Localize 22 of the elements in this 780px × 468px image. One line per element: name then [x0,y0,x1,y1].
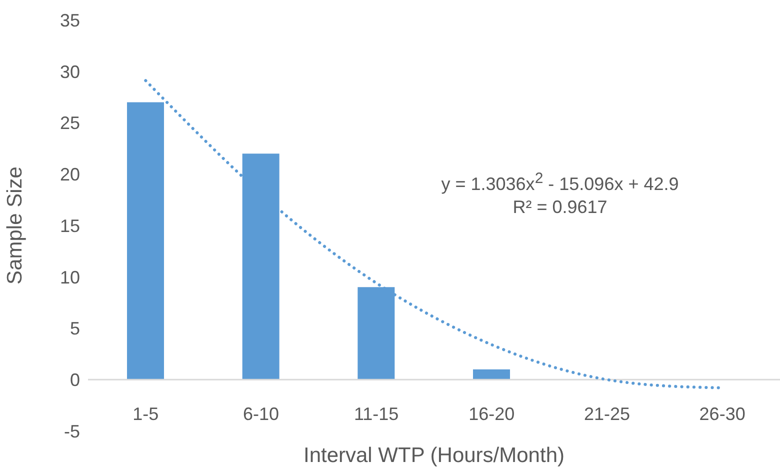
y-tick-label: 0 [70,370,80,390]
x-tick-label: 26-30 [699,404,746,424]
bar [473,369,510,380]
y-tick-label: 30 [60,62,80,82]
y-tick-label: 10 [60,267,80,288]
y-tick-label: 15 [60,216,80,236]
x-tick-label: 11-15 [354,404,399,424]
y-tick-label: -5 [64,421,80,442]
y-tick-label: 20 [60,164,80,185]
y-axis-title: Sample Size [3,166,26,284]
x-tick-label: 21-25 [584,404,630,424]
annotation: y = 1.3036x$^{2}$ - 15.096x + 42.9 [440,169,680,195]
bar [242,154,280,380]
x-axis-title: Interval WTP (Hours/Month) [303,444,565,467]
x-tick-label: 1-5 [132,404,159,424]
annotation: R² = 0.9617 [512,196,608,218]
x-tick-label: 6-10 [242,404,280,424]
bar [358,287,395,380]
y-tick-label: 5 [70,318,80,339]
y-tick-label: 35 [60,10,80,30]
x-tick-label: 16-20 [468,404,515,424]
y-tick-label: 25 [60,113,80,134]
